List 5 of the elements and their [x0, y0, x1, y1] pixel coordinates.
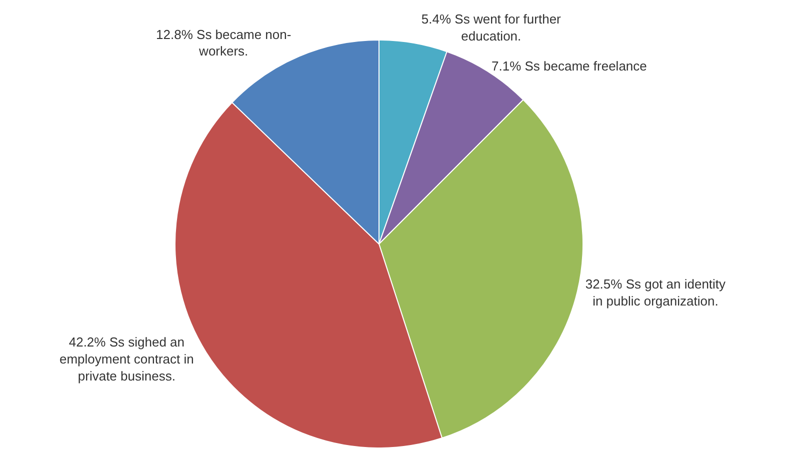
slice-label: 5.4% Ss went for further education.: [421, 11, 562, 44]
slice-label: 32.5% Ss got an identity in public organization.: [585, 276, 726, 308]
slice-label: 7.1% Ss became freelance: [492, 58, 647, 74]
slice-label: 12.8% Ss became non-workers.: [156, 26, 292, 59]
slice-label: 42.2% Ss sighed an employment contract in private business.: [59, 334, 194, 384]
